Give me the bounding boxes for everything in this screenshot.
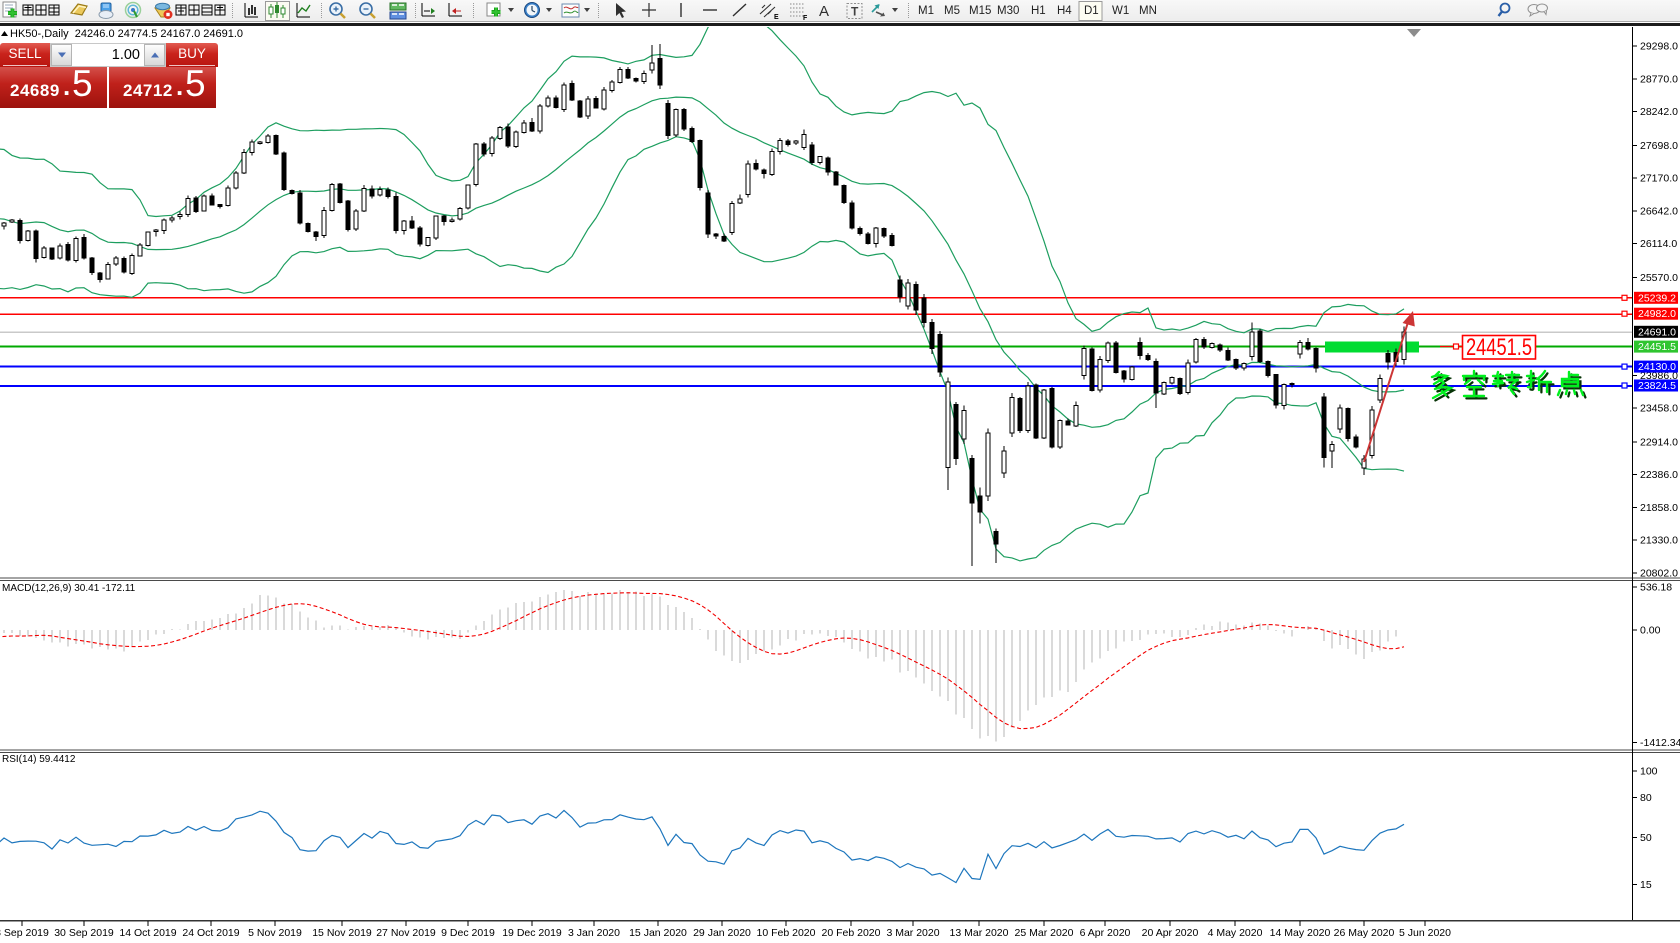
svg-text:50: 50 [1640, 832, 1652, 844]
svg-text:RSI(14) 59.4412: RSI(14) 59.4412 [2, 754, 76, 765]
svg-text:23986.0: 23986.0 [1640, 370, 1678, 382]
svg-text:4 May 2020: 4 May 2020 [1208, 927, 1263, 939]
svg-text:10 Feb 2020: 10 Feb 2020 [757, 927, 816, 939]
svg-text:26642.0: 26642.0 [1640, 205, 1678, 217]
svg-text:24451.5: 24451.5 [1466, 334, 1532, 361]
svg-text:W1: W1 [1112, 5, 1129, 17]
svg-text:9 Dec 2019: 9 Dec 2019 [441, 927, 495, 939]
svg-text:E: E [774, 14, 779, 21]
svg-text:A: A [819, 3, 829, 20]
svg-text:22914.0: 22914.0 [1640, 437, 1678, 449]
svg-text:T: T [851, 5, 859, 19]
svg-text:20802.0: 20802.0 [1640, 567, 1678, 579]
svg-text:24130.0: 24130.0 [1638, 361, 1676, 373]
svg-text:24451.5: 24451.5 [1638, 341, 1676, 353]
svg-text:26114.0: 26114.0 [1640, 238, 1677, 250]
svg-text:5 Jun 2020: 5 Jun 2020 [1399, 927, 1451, 939]
svg-text:M15: M15 [969, 5, 991, 17]
svg-text:24982.0: 24982.0 [1638, 308, 1676, 320]
svg-text:24691.0: 24691.0 [1638, 326, 1676, 338]
svg-text:13 Mar 2020: 13 Mar 2020 [950, 927, 1009, 939]
svg-text:14 May 2020: 14 May 2020 [1270, 927, 1331, 939]
svg-text:29298.0: 29298.0 [1640, 41, 1678, 53]
svg-text:MN: MN [1139, 5, 1157, 17]
svg-text:HK50-,Daily 24246.0 24774.5 2: HK50-,Daily 24246.0 24774.5 24167.0 2469… [10, 28, 243, 40]
svg-text:-1412.34: -1412.34 [1640, 737, 1680, 749]
svg-text:25570.0: 25570.0 [1640, 272, 1678, 284]
svg-text:536.18: 536.18 [1640, 582, 1672, 594]
svg-text:15: 15 [1640, 879, 1652, 891]
svg-text:15 Nov 2019: 15 Nov 2019 [312, 927, 372, 939]
svg-text:23824.5: 23824.5 [1638, 380, 1676, 392]
svg-text:3 Mar 2020: 3 Mar 2020 [886, 927, 939, 939]
svg-text:M5: M5 [944, 5, 960, 17]
svg-text:29 Jan 2020: 29 Jan 2020 [693, 927, 751, 939]
svg-text:27170.0: 27170.0 [1640, 173, 1678, 185]
svg-text:M1: M1 [918, 5, 934, 17]
svg-text:26 May 2020: 26 May 2020 [1334, 927, 1395, 939]
svg-text:25 Mar 2020: 25 Mar 2020 [1015, 927, 1074, 939]
svg-text:MACD(12,26,9) 30.41 -172.11: MACD(12,26,9) 30.41 -172.11 [2, 583, 136, 594]
svg-text:5 Nov 2019: 5 Nov 2019 [248, 927, 302, 939]
svg-text:3 Jan 2020: 3 Jan 2020 [568, 927, 620, 939]
svg-text:30 Sep 2019: 30 Sep 2019 [54, 927, 114, 939]
svg-text:28242.0: 28242.0 [1640, 106, 1678, 118]
svg-text:21858.0: 21858.0 [1640, 502, 1678, 514]
svg-text:27 Nov 2019: 27 Nov 2019 [376, 927, 436, 939]
svg-text:19 Dec 2019: 19 Dec 2019 [502, 927, 562, 939]
svg-text:8 Sep 2019: 8 Sep 2019 [0, 927, 49, 939]
svg-text:25239.2: 25239.2 [1638, 292, 1676, 304]
svg-text:27698.0: 27698.0 [1640, 140, 1678, 152]
svg-text:M30: M30 [997, 5, 1019, 17]
svg-text:14 Oct 2019: 14 Oct 2019 [119, 927, 176, 939]
svg-text:28770.0: 28770.0 [1640, 73, 1678, 85]
svg-text:23458.0: 23458.0 [1640, 403, 1678, 415]
svg-text:24 Oct 2019: 24 Oct 2019 [182, 927, 239, 939]
svg-text:0.00: 0.00 [1640, 625, 1661, 637]
svg-text:15 Jan 2020: 15 Jan 2020 [629, 927, 687, 939]
svg-text:80: 80 [1640, 792, 1652, 804]
svg-text:H1: H1 [1031, 5, 1046, 17]
svg-text:20 Apr 2020: 20 Apr 2020 [1142, 927, 1199, 939]
svg-text:20 Feb 2020: 20 Feb 2020 [822, 927, 881, 939]
svg-text:H4: H4 [1057, 5, 1072, 17]
svg-text:21330.0: 21330.0 [1640, 535, 1678, 547]
svg-text:D1: D1 [1084, 5, 1099, 17]
svg-text:6 Apr 2020: 6 Apr 2020 [1080, 927, 1131, 939]
svg-text:100: 100 [1640, 766, 1658, 778]
svg-text:22386.0: 22386.0 [1640, 469, 1678, 481]
svg-text:F: F [803, 15, 808, 22]
